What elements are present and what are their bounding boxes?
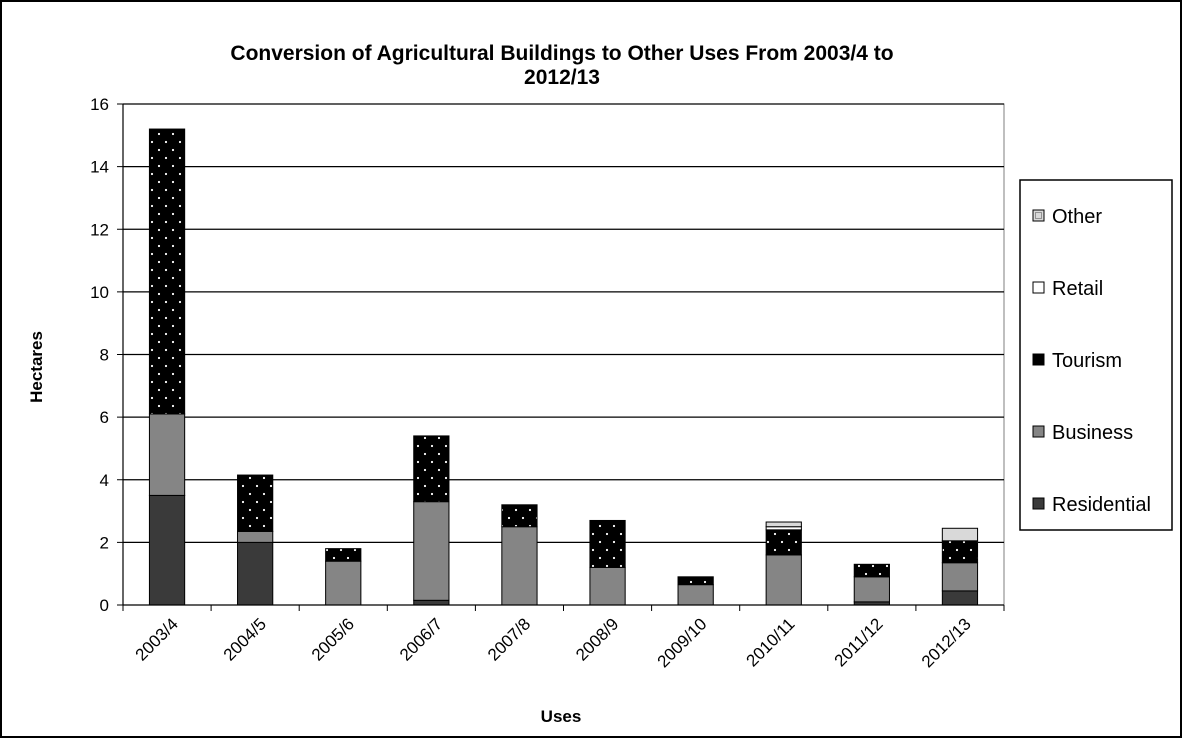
bar-segment-tourism-2009-10 — [677, 576, 714, 586]
bar-segment-business-2007-8 — [501, 526, 538, 606]
bar-segment-tourism-2004-5 — [237, 474, 274, 532]
legend-label-residential: Residential — [1052, 494, 1151, 516]
bar-segment-business-2011-12 — [853, 576, 890, 603]
x-tick-label: 2003/4 — [132, 614, 182, 664]
x-tick-label: 2006/7 — [396, 614, 446, 664]
bar-segment-residential-2003-4 — [148, 494, 186, 606]
bar-segment-tourism-2007-8 — [501, 504, 538, 528]
legend-label-business: Business — [1052, 422, 1133, 444]
bar-segment-tourism-2006-7 — [413, 435, 450, 503]
bars — [148, 128, 979, 606]
bar-segment-other-2012-13 — [941, 527, 979, 542]
x-tick-label: 2009/10 — [654, 614, 711, 671]
y-tick-label: 0 — [100, 596, 109, 615]
x-tick-label: 2008/9 — [572, 614, 622, 664]
legend-swatch-business — [1032, 425, 1045, 438]
bar-segment-tourism-2010-11 — [765, 529, 802, 556]
x-tick-label: 2005/6 — [308, 614, 358, 664]
bar-segment-tourism-2012-13 — [941, 540, 979, 564]
bar-segment-tourism-2008-9 — [589, 519, 626, 568]
legend-box — [1019, 179, 1173, 531]
bar-segment-business-2003-4 — [148, 413, 186, 496]
legend-swatch-retail — [1032, 281, 1045, 294]
y-tick-label: 16 — [90, 95, 109, 114]
x-tick-label: 2007/8 — [484, 614, 534, 664]
bar-segment-business-2005-6 — [325, 560, 362, 606]
axes — [117, 103, 1005, 611]
legend-swatch-tourism — [1032, 353, 1045, 366]
y-tick-label: 10 — [90, 283, 109, 302]
legend: Other Retail Tourism Business Residential — [1019, 179, 1173, 531]
bar-segment-business-2006-7 — [413, 501, 450, 601]
y-tick-label: 2 — [100, 533, 109, 552]
x-axis-title: Uses — [541, 707, 582, 726]
x-tick-label: 2012/13 — [918, 614, 975, 671]
y-tick-label: 14 — [90, 158, 109, 177]
bar-segment-tourism-2003-4 — [148, 128, 186, 415]
bar-segment-business-2008-9 — [589, 566, 626, 606]
x-tick-label: 2010/11 — [743, 614, 799, 670]
legend-swatch-residential — [1032, 497, 1045, 510]
legend-label-tourism: Tourism — [1052, 350, 1122, 372]
y-tick-label: 6 — [100, 408, 109, 427]
legend-label-other: Other — [1052, 206, 1102, 228]
bar-segment-business-2012-13 — [941, 562, 979, 592]
legend-swatch-inner — [1035, 212, 1042, 219]
bar-segment-business-2010-11 — [765, 554, 802, 606]
y-tick-label: 8 — [100, 346, 109, 365]
bar-segment-tourism-2011-12 — [853, 563, 890, 578]
y-tick-label: 4 — [100, 471, 109, 490]
legend-swatch-other — [1032, 209, 1045, 222]
bar-segment-residential-2012-13 — [941, 590, 979, 606]
bar-segment-residential-2006-7 — [413, 599, 450, 606]
x-tick-label: 2011/12 — [831, 614, 887, 670]
y-axis-title: Hectares — [27, 331, 46, 403]
bar-segment-residential-2004-5 — [237, 541, 274, 606]
y-tick-label: 12 — [90, 220, 109, 239]
x-tick-label: 2004/5 — [220, 614, 270, 664]
bar-segment-other-2010-11 — [765, 521, 802, 528]
bar-segment-business-2004-5 — [237, 530, 274, 543]
legend-label-retail: Retail — [1052, 278, 1103, 300]
bar-segment-business-2009-10 — [677, 584, 714, 606]
bar-segment-tourism-2005-6 — [325, 548, 362, 562]
chart-title-line-1: Conversion of Agricultural Buildings to … — [230, 42, 893, 65]
chart-title-line-2: 2012/13 — [524, 66, 600, 89]
